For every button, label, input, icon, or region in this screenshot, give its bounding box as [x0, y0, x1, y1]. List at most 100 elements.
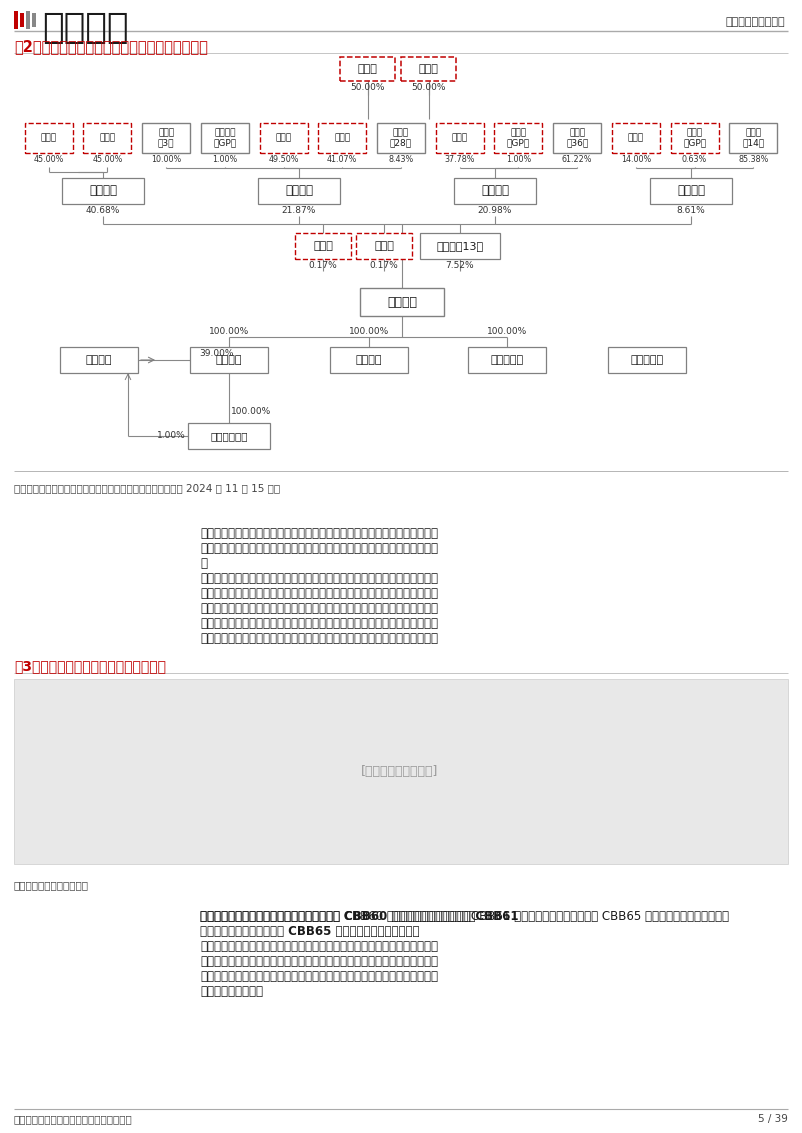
Text: 50.00%: 50.00%	[350, 83, 385, 92]
Text: 何日成: 何日成	[419, 63, 439, 74]
Text: 起动和运行所需的重要电子元器件，其电容量的稳定性、温升、使用寿命和损: 起动和运行所需的重要电子元器件，其电容量的稳定性、温升、使用寿命和损	[200, 970, 438, 983]
Text: 抽油烟机、洗碗机等）、工业电机和水泵等电气及设备电机的起动与运行工作: 抽油烟机、洗碗机等）、工业电机和水泵等电气及设备电机的起动与运行工作	[200, 542, 438, 555]
Bar	[612, 123, 660, 153]
Text: 天等多个领域。电机电容器是单相交流电机起动和运行过程中必要元器件，在: 天等多个领域。电机电容器是单相交流电机起动和运行过程中必要元器件，在	[200, 617, 438, 630]
Text: 公司电机电容器主要分为三大类产品，分别为 CBB60 型交流金属化薄膜电容器、CBB61 型交流金属化薄膜电容器和 CBB65 型交流金属化薄膜电容器。: 公司电机电容器主要分为三大类产品，分别为 CBB60 型交流金属化薄膜电容器、C…	[200, 910, 729, 923]
Bar	[62, 178, 144, 204]
Bar	[258, 178, 340, 204]
Bar	[25, 123, 73, 153]
Text: 公司电机电容器主要分为三大类产品，分别为 CBB60 型交流金属化薄膜电容器、CBB61: 公司电机电容器主要分为三大类产品，分别为 CBB60 型交流金属化薄膜电容器、C…	[200, 910, 519, 923]
Bar	[188, 423, 270, 449]
Text: 胜业电气: 胜业电气	[387, 296, 417, 308]
Text: 1.00%: 1.00%	[213, 155, 237, 164]
Text: 电机广泛应用于家用电器、工业设备、电子设备、汽车、医疗器械、国防及航: 电机广泛应用于家用电器、工业设备、电子设备、汽车、医疗器械、国防及航	[200, 602, 438, 615]
Bar	[318, 123, 367, 153]
Text: 0.17%: 0.17%	[370, 261, 399, 270]
Text: 胜业投资: 胜业投资	[89, 185, 117, 197]
Text: 陈凤仙
等14人: 陈凤仙 等14人	[742, 128, 764, 147]
Text: 其他股东13人: 其他股东13人	[436, 241, 484, 252]
Text: 型交流金属化薄膜电容器和 CBB65 型交流金属化薄膜电容器。: 型交流金属化薄膜电容器和 CBB65 型交流金属化薄膜电容器。	[200, 925, 419, 938]
Text: 1.00%: 1.00%	[506, 155, 531, 164]
Text: 提高电机起动扭矩、平滑电机电流、稳定电机正常运作等方面起到重要作用。: 提高电机起动扭矩、平滑电机电流、稳定电机正常运作等方面起到重要作用。	[200, 632, 438, 645]
Bar	[83, 123, 132, 153]
Bar	[20, 12, 24, 27]
Text: 胡本涛
等28人: 胡本涛 等28人	[390, 128, 412, 147]
Text: 何日成: 何日成	[334, 134, 350, 143]
Text: 100.00%: 100.00%	[349, 327, 389, 337]
Text: 生较强的机械冲击，从而延长电机使用寿命。电机电容器是单相交流电机正常: 生较强的机械冲击，从而延长电机使用寿命。电机电容器是单相交流电机正常	[200, 955, 438, 968]
Text: 聚慧合伙: 聚慧合伙	[481, 185, 509, 197]
Bar	[14, 11, 18, 29]
Bar	[14, 679, 788, 864]
Text: 公司生产的电机电容器主要应用于家用电器（如空调、冰箱、洗衣机、风扇、: 公司生产的电机电容器主要应用于家用电器（如空调、冰箱、洗衣机、风扇、	[200, 527, 438, 540]
Text: 何日成: 何日成	[452, 134, 468, 143]
Bar	[494, 123, 542, 153]
Text: 100.00%: 100.00%	[209, 327, 249, 337]
Text: 。: 。	[200, 557, 207, 570]
Bar	[32, 12, 36, 27]
Text: 图2：公司实际控制人为魏国锋先生和何日成先生: 图2：公司实际控制人为魏国锋先生和何日成先生	[14, 39, 208, 54]
Bar	[420, 233, 500, 259]
Text: 45.00%: 45.00%	[92, 155, 123, 164]
Bar	[200, 123, 249, 153]
Text: 1.00%: 1.00%	[157, 432, 186, 441]
Text: 39.00%: 39.00%	[200, 349, 234, 358]
Text: 聚满投资
（GP）: 聚满投资 （GP）	[213, 128, 237, 147]
Bar	[295, 233, 351, 259]
Text: 聚客合伙: 聚客合伙	[285, 185, 313, 197]
Text: 7.52%: 7.52%	[446, 261, 474, 270]
Text: [空调外机电容器图片]: [空调外机电容器图片]	[362, 765, 439, 778]
Text: 何日成: 何日成	[313, 241, 333, 252]
Text: 香港胜业: 香港胜业	[216, 355, 242, 365]
Text: 14.00%: 14.00%	[621, 155, 651, 164]
Text: 61.22%: 61.22%	[562, 155, 593, 164]
Bar	[454, 178, 536, 204]
Bar	[377, 123, 425, 153]
Text: 40.68%: 40.68%	[86, 206, 120, 215]
Bar	[608, 347, 686, 373]
Text: 85.38%: 85.38%	[738, 155, 768, 164]
Bar	[330, 347, 408, 373]
Text: 魏国锋
（GP）: 魏国锋 （GP）	[683, 128, 706, 147]
Text: 图3：电机电容器在空调外机的具体应用: 图3：电机电容器在空调外机的具体应用	[14, 659, 166, 673]
Bar	[670, 123, 719, 153]
Text: 开源证券: 开源证券	[42, 11, 128, 45]
Text: 何日成: 何日成	[99, 134, 115, 143]
Bar	[190, 347, 268, 373]
Text: 8.61%: 8.61%	[677, 206, 706, 215]
Bar	[142, 123, 190, 153]
Text: 资料来源：公司招股说明书、开源证券研究所（注：数据截至 2024 年 11 月 15 日）: 资料来源：公司招股说明书、开源证券研究所（注：数据截至 2024 年 11 月 …	[14, 483, 280, 493]
Text: 49.50%: 49.50%	[269, 155, 299, 164]
Text: 佛山分公司: 佛山分公司	[630, 355, 663, 365]
Text: 公司电机电容器可以通过平稳地补充额外电流，避免电机内部因电流激增而产: 公司电机电容器可以通过平稳地补充额外电流，避免电机内部因电流激增而产	[200, 940, 438, 953]
Text: 10.00%: 10.00%	[151, 155, 181, 164]
Bar	[60, 347, 138, 373]
Bar	[260, 123, 308, 153]
Text: 0.63%: 0.63%	[682, 155, 707, 164]
Bar	[360, 288, 444, 316]
Text: 8.43%: 8.43%	[388, 155, 414, 164]
Text: 何文钰
等3人: 何文钰 等3人	[158, 128, 174, 147]
Text: 37.78%: 37.78%	[444, 155, 475, 164]
Text: 21.87%: 21.87%	[282, 206, 316, 215]
Text: 请务必参阅正文后面的信息披露和法律声明: 请务必参阅正文后面的信息披露和法律声明	[14, 1114, 133, 1124]
Text: 100.00%: 100.00%	[487, 327, 527, 337]
Text: 何日成: 何日成	[628, 134, 644, 143]
Text: 45.00%: 45.00%	[34, 155, 64, 164]
Text: 0.17%: 0.17%	[309, 261, 338, 270]
Text: 董春安
等36人: 董春安 等36人	[566, 128, 589, 147]
Text: 魏国锋: 魏国锋	[41, 134, 57, 143]
Bar	[435, 123, 484, 153]
Bar	[340, 57, 395, 80]
Text: 魏国锋: 魏国锋	[358, 63, 378, 74]
Text: 5 / 39: 5 / 39	[758, 1114, 788, 1124]
Bar	[26, 11, 30, 29]
Text: 胜业电气投资: 胜业电气投资	[210, 431, 248, 441]
Text: 北交所新股申购报告: 北交所新股申购报告	[725, 17, 785, 27]
Text: 耗程度等特性是评价: 耗程度等特性是评价	[200, 985, 263, 998]
Text: 魏国锋: 魏国锋	[374, 241, 394, 252]
Text: 上海分公司: 上海分公司	[491, 355, 524, 365]
Text: 泰国胜业: 泰国胜业	[86, 355, 112, 365]
Text: 魏国锋: 魏国锋	[276, 134, 292, 143]
Text: 电机又称为电动机，是指通过电和磁的相互作用以实现能量转换和传递的电磁: 电机又称为电动机，是指通过电和磁的相互作用以实现能量转换和传递的电磁	[200, 572, 438, 585]
